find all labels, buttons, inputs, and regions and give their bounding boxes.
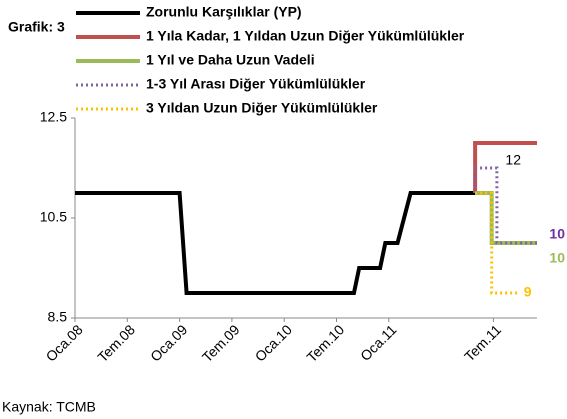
x-tick-label: Oca.08 bbox=[43, 321, 86, 364]
y-tick-label: 8.5 bbox=[48, 309, 68, 325]
x-tick-label: Oca.09 bbox=[147, 321, 190, 364]
data-label: 9 bbox=[524, 284, 532, 300]
chart-title: Grafik: 3 bbox=[8, 19, 65, 35]
series-line bbox=[473, 141, 537, 193]
x-tick-label: Tem.10 bbox=[303, 321, 347, 365]
data-label: 12 bbox=[505, 152, 521, 168]
series-line bbox=[75, 191, 476, 295]
x-tick-label: Oca.11 bbox=[357, 321, 400, 364]
legend-label: Zorunlu Karşılıklar (YP) bbox=[146, 4, 302, 20]
y-tick-label: 12.5 bbox=[40, 109, 67, 125]
x-tick-label: Tem.11 bbox=[461, 321, 504, 364]
y-tick-label: 10.5 bbox=[40, 209, 67, 225]
x-tick-label: Oca.10 bbox=[252, 321, 295, 364]
series-line bbox=[475, 191, 537, 245]
data-label: 10 bbox=[549, 226, 565, 242]
legend-label: 3 Yıldan Uzun Diğer Yükümlülükler bbox=[146, 100, 378, 116]
source: Kaynak: TCMB bbox=[2, 399, 96, 415]
data-label: 10 bbox=[549, 250, 565, 266]
legend-label: 1-3 Yıl Arası Diğer Yükümlülükler bbox=[146, 76, 366, 92]
x-tick-label: Tem.08 bbox=[94, 321, 138, 365]
legend-label: 1 Yıl ve Daha Uzun Vadeli bbox=[146, 52, 315, 68]
legend-label: 1 Yıla Kadar, 1 Yıldan Uzun Diğer Yüküml… bbox=[146, 28, 465, 44]
x-tick-label: Tem.09 bbox=[199, 321, 243, 365]
series-line bbox=[473, 166, 537, 245]
series-line bbox=[475, 191, 520, 295]
